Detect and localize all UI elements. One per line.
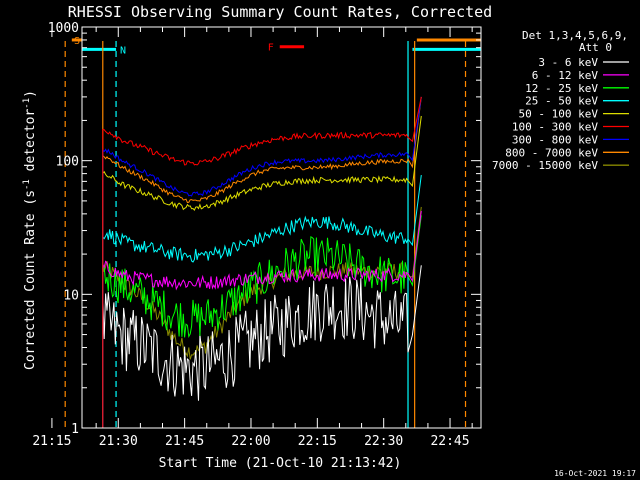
x-tick-label: 22:15 — [298, 434, 337, 449]
plot-frame — [81, 26, 482, 429]
legend-label-6: 300 - 800 keV — [512, 133, 598, 146]
series-line-0 — [102, 265, 422, 428]
flag-label-F: F — [268, 43, 274, 54]
legend-label-5: 100 - 300 keV — [512, 121, 598, 134]
legend-label-4: 50 - 100 keV — [519, 108, 599, 121]
series-line-1 — [102, 210, 422, 428]
legend-label-8: 7000 - 15000 keV — [492, 159, 598, 172]
x-tick-label: 21:15 — [32, 434, 71, 449]
series-line-7 — [102, 96, 422, 428]
y-tick-label: 1000 — [48, 21, 79, 36]
y-axis-label-mid: detector — [23, 109, 38, 180]
x-tick-label: 21:30 — [99, 434, 138, 449]
vlines-layer — [64, 41, 467, 428]
legend-label-0: 3 - 6 keV — [538, 56, 598, 69]
y-axis: 1 10 100 1000 — [48, 21, 481, 437]
y-tick-label: 100 — [56, 155, 79, 170]
x-tick-label: 22:00 — [231, 434, 270, 449]
y-tick-label: 1 — [71, 422, 79, 437]
x-tick-label: 22:45 — [430, 434, 469, 449]
flags-layer: SN F — [71, 36, 481, 56]
series-line-4 — [102, 115, 422, 428]
chart-title: RHESSI Observing Summary Count Rates, Co… — [68, 3, 492, 21]
legend-label-2: 12 - 25 keV — [525, 82, 598, 95]
legend-header-2: Att 0 — [579, 41, 612, 54]
x-tick-label: 22:30 — [364, 434, 403, 449]
legend-label-1: 6 - 12 keV — [532, 69, 599, 82]
flag-label-S: S — [74, 36, 80, 47]
footer-timestamp: 16-Oct-2021 19:17 — [554, 469, 636, 478]
series-line-5 — [102, 96, 422, 428]
flag-label-N: N — [120, 45, 126, 56]
y-tick-label: 10 — [63, 288, 79, 303]
legend-label-3: 25 - 50 keV — [525, 95, 598, 108]
legend-header-1: Det 1,3,4,5,6,9, — [522, 29, 628, 42]
series-line-3 — [102, 175, 422, 428]
series-line-6 — [102, 96, 422, 428]
legend-label-7: 800 - 7000 keV — [505, 146, 598, 159]
y-axis-label-sup1: -1 — [22, 179, 32, 190]
y-axis-label: Corrected Count Rate (s-1 detector-1) — [22, 90, 38, 370]
x-tick-label: 21:45 — [165, 434, 204, 449]
y-axis-label-end: ) — [23, 90, 38, 98]
x-axis: 21:15 21:30 21:45 22:00 22:15 22:30 22:45 — [32, 27, 473, 449]
series-layer — [102, 96, 422, 428]
x-axis-label: Start Time (21-Oct-10 21:13:42) — [159, 456, 402, 471]
y-axis-label-sup2: -1 — [22, 98, 32, 109]
y-axis-label-main: Corrected Count Rate (s — [23, 190, 38, 370]
